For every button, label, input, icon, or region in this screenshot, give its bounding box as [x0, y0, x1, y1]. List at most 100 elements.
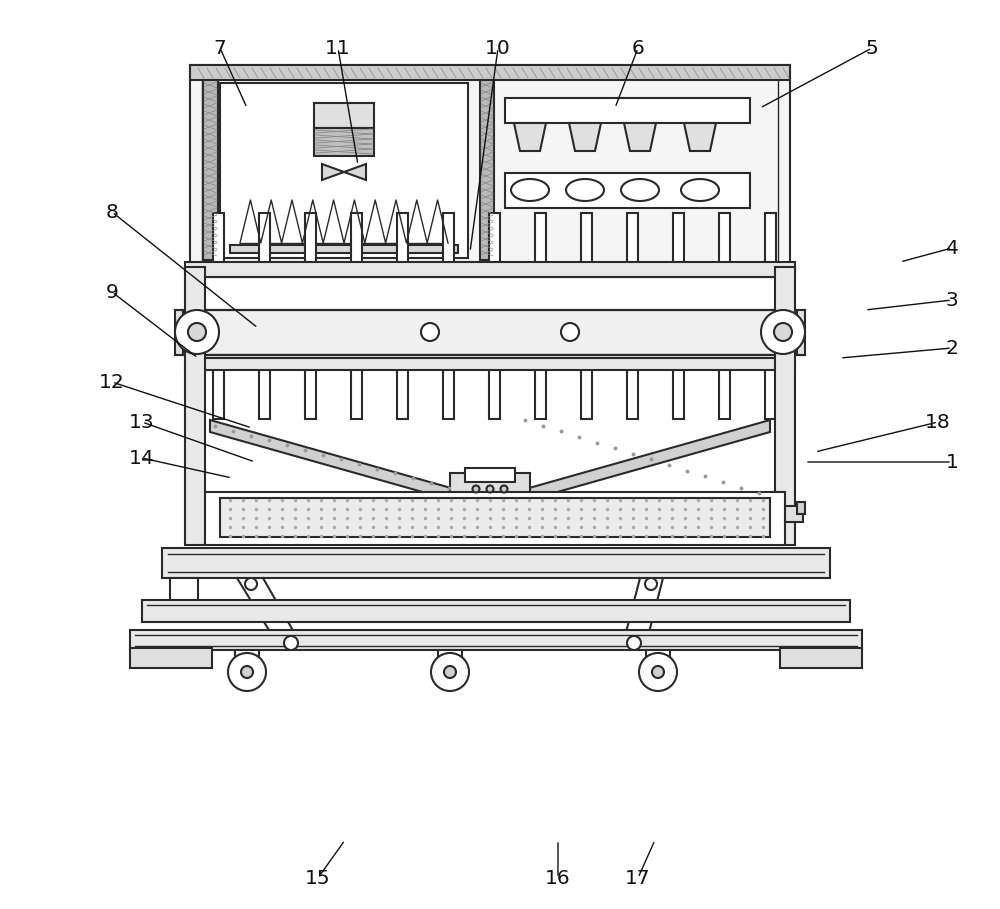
Polygon shape: [624, 123, 656, 151]
Bar: [170, 578, 198, 604]
Polygon shape: [322, 164, 366, 180]
Circle shape: [431, 653, 469, 691]
Text: 14: 14: [129, 448, 155, 467]
Bar: [190, 65, 790, 80]
Bar: [185, 262, 795, 277]
Bar: [142, 600, 850, 622]
Bar: [162, 548, 830, 578]
Bar: [175, 310, 183, 355]
Circle shape: [761, 310, 805, 354]
Circle shape: [241, 666, 253, 678]
Polygon shape: [684, 123, 716, 151]
Polygon shape: [522, 420, 770, 502]
Bar: [351, 213, 362, 265]
Bar: [259, 213, 270, 265]
Circle shape: [501, 485, 508, 493]
Bar: [581, 367, 592, 419]
Bar: [314, 103, 374, 128]
Circle shape: [245, 578, 257, 590]
Text: 17: 17: [625, 868, 651, 887]
Bar: [259, 367, 270, 419]
Bar: [351, 367, 362, 419]
Bar: [489, 213, 500, 265]
Bar: [785, 506, 803, 522]
Bar: [130, 648, 212, 668]
Text: 16: 16: [545, 868, 571, 887]
Bar: [130, 630, 862, 650]
Bar: [505, 173, 750, 208]
Bar: [535, 367, 546, 419]
Bar: [203, 80, 218, 260]
Bar: [438, 650, 462, 664]
Bar: [185, 358, 795, 370]
Text: 13: 13: [129, 413, 155, 432]
Bar: [213, 213, 224, 265]
Bar: [775, 267, 795, 545]
Bar: [205, 492, 785, 545]
Bar: [305, 213, 316, 265]
Bar: [185, 267, 205, 545]
Bar: [314, 128, 374, 156]
Circle shape: [652, 666, 664, 678]
Ellipse shape: [621, 179, 659, 201]
Circle shape: [421, 323, 439, 341]
Bar: [719, 367, 730, 419]
Circle shape: [444, 666, 456, 678]
Text: 4: 4: [946, 238, 958, 257]
Polygon shape: [210, 420, 458, 502]
Circle shape: [774, 323, 792, 341]
Circle shape: [561, 323, 579, 341]
Text: 10: 10: [485, 38, 511, 57]
Text: 1: 1: [946, 453, 958, 472]
Bar: [450, 473, 530, 495]
Circle shape: [627, 636, 641, 650]
Bar: [443, 213, 454, 265]
Text: 3: 3: [946, 291, 958, 309]
Bar: [465, 468, 515, 482]
Bar: [797, 310, 805, 355]
Bar: [765, 367, 776, 419]
Text: 6: 6: [632, 38, 644, 57]
Bar: [535, 213, 546, 265]
Circle shape: [175, 310, 219, 354]
Bar: [505, 98, 750, 123]
Circle shape: [188, 323, 206, 341]
Text: 15: 15: [305, 868, 331, 887]
Bar: [581, 213, 592, 265]
Bar: [765, 213, 776, 265]
Bar: [195, 355, 785, 367]
Circle shape: [645, 578, 657, 590]
Circle shape: [228, 653, 266, 691]
Circle shape: [639, 653, 677, 691]
Bar: [190, 65, 790, 265]
Bar: [213, 367, 224, 419]
Bar: [489, 367, 500, 419]
Ellipse shape: [681, 179, 719, 201]
Bar: [397, 367, 408, 419]
Bar: [197, 310, 783, 355]
Bar: [480, 80, 494, 260]
Bar: [220, 498, 770, 537]
Ellipse shape: [511, 179, 549, 201]
Bar: [780, 648, 862, 668]
Bar: [627, 213, 638, 265]
Text: 11: 11: [325, 38, 351, 57]
Bar: [397, 213, 408, 265]
Bar: [305, 367, 316, 419]
Bar: [673, 367, 684, 419]
Bar: [235, 650, 259, 664]
Circle shape: [473, 485, 480, 493]
Bar: [220, 83, 468, 258]
Circle shape: [284, 636, 298, 650]
Bar: [673, 213, 684, 265]
Ellipse shape: [566, 179, 604, 201]
Text: 9: 9: [106, 283, 118, 302]
Polygon shape: [569, 123, 601, 151]
Text: 18: 18: [925, 413, 951, 432]
Bar: [195, 265, 785, 277]
Text: 12: 12: [99, 373, 125, 392]
Bar: [443, 367, 454, 419]
Text: 7: 7: [214, 38, 226, 57]
Bar: [797, 502, 805, 514]
Bar: [719, 213, 730, 265]
